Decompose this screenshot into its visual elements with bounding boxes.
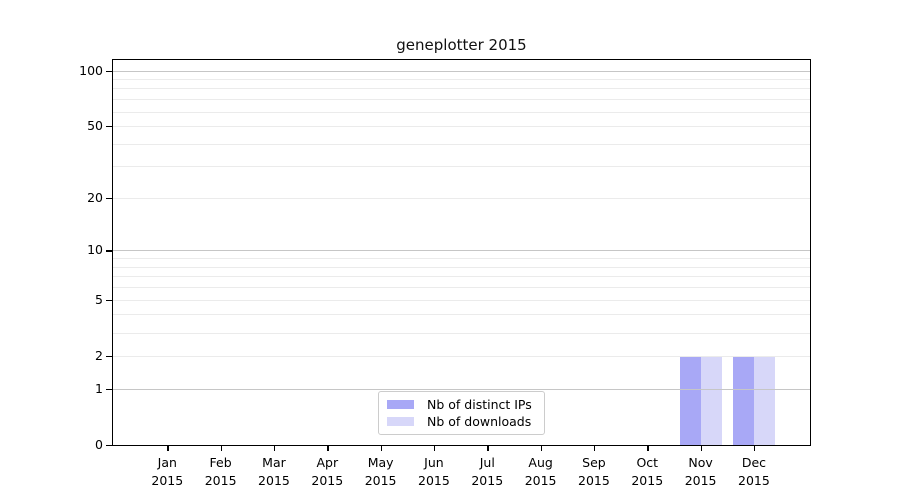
bar — [679, 355, 701, 445]
y-tick — [106, 388, 112, 391]
x-tick-label: Feb 2015 — [204, 455, 237, 488]
x-tick-label: Oct 2015 — [631, 455, 664, 488]
x-tick — [273, 446, 276, 451]
y-tick — [106, 70, 112, 72]
x-tick-label: Dec 2015 — [738, 455, 770, 488]
bar — [732, 355, 754, 445]
y-tick-label: 100 — [79, 62, 103, 78]
plot-area: 0 1 2 5 10 20 50 100 Jan 2015 Feb 2015 Mar 2015 Apr 201… — [79, 59, 811, 488]
gridline-minor — [113, 258, 810, 260]
legend-label: Nb of downloads — [427, 414, 532, 429]
x-tick-label: Apr 2015 — [311, 455, 344, 488]
gridline-minor — [113, 287, 810, 289]
gridline-major — [113, 250, 810, 252]
gridline-minor — [113, 266, 810, 268]
legend-item-distinct-ips: Nb of distinct IPs — [387, 397, 536, 412]
x-tick — [647, 446, 649, 451]
y-tick — [106, 198, 112, 200]
x-tick — [433, 446, 436, 451]
x-tick-label: Sep 2015 — [578, 455, 610, 488]
y-tick-label: 20 — [87, 190, 103, 205]
x-tick — [540, 446, 542, 451]
gridline-minor — [113, 88, 810, 90]
gridline-major — [113, 388, 810, 390]
y-tick-label: 10 — [87, 242, 103, 258]
x-tick — [487, 446, 489, 451]
x-tick-label: Jan 2015 — [151, 455, 184, 488]
y-tick-label: 1 — [95, 380, 103, 396]
gridline-minor — [113, 276, 810, 278]
x-tick-label: Jun 2015 — [418, 455, 450, 488]
x-tick — [380, 446, 382, 451]
x-tick-label: Nov 2015 — [684, 455, 717, 488]
x-tick-label: Aug 2015 — [524, 455, 557, 488]
gridline-minor — [113, 198, 810, 199]
legend-label: Nb of distinct IPs — [427, 397, 532, 412]
gridline-minor — [113, 111, 810, 113]
bar — [700, 355, 722, 445]
gridline-minor — [113, 79, 810, 81]
legend-item-downloads: Nb of downloads — [387, 414, 536, 429]
y-tick-label: 50 — [87, 118, 103, 134]
x-tick — [167, 446, 169, 451]
gridline-minor — [113, 143, 810, 145]
y-tick — [106, 299, 112, 301]
gridline-minor — [113, 332, 810, 334]
x-tick — [220, 446, 222, 451]
gridline-minor — [113, 355, 810, 357]
gridline-minor — [113, 299, 810, 301]
gridline-major — [113, 70, 810, 72]
y-tick-label: 2 — [95, 347, 103, 363]
gridline-minor — [113, 99, 810, 101]
distinct-ips-swatch — [387, 400, 414, 409]
x-tick — [700, 446, 702, 451]
legend: Nb of distinct IPs Nb of downloads — [378, 391, 545, 435]
chart-title: geneplotter 2015 — [396, 36, 527, 54]
y-tick-label: 5 — [95, 291, 103, 307]
gridline-minor — [113, 166, 810, 168]
x-tick — [327, 446, 329, 451]
gridline-minor — [113, 314, 810, 316]
gridline-minor — [113, 126, 810, 128]
x-tick-label: May 2015 — [364, 455, 397, 488]
y-tick — [106, 355, 112, 358]
x-tick — [753, 446, 756, 451]
downloads-swatch — [387, 417, 414, 426]
y-tick — [106, 250, 112, 252]
y-tick-label: 0 — [95, 437, 103, 452]
x-tick-label: Mar 2015 — [258, 455, 290, 488]
y-tick — [106, 126, 112, 128]
y-tick — [106, 445, 112, 447]
x-tick-label: Jul 2015 — [471, 455, 504, 488]
bar — [753, 355, 775, 445]
x-tick — [593, 446, 596, 451]
